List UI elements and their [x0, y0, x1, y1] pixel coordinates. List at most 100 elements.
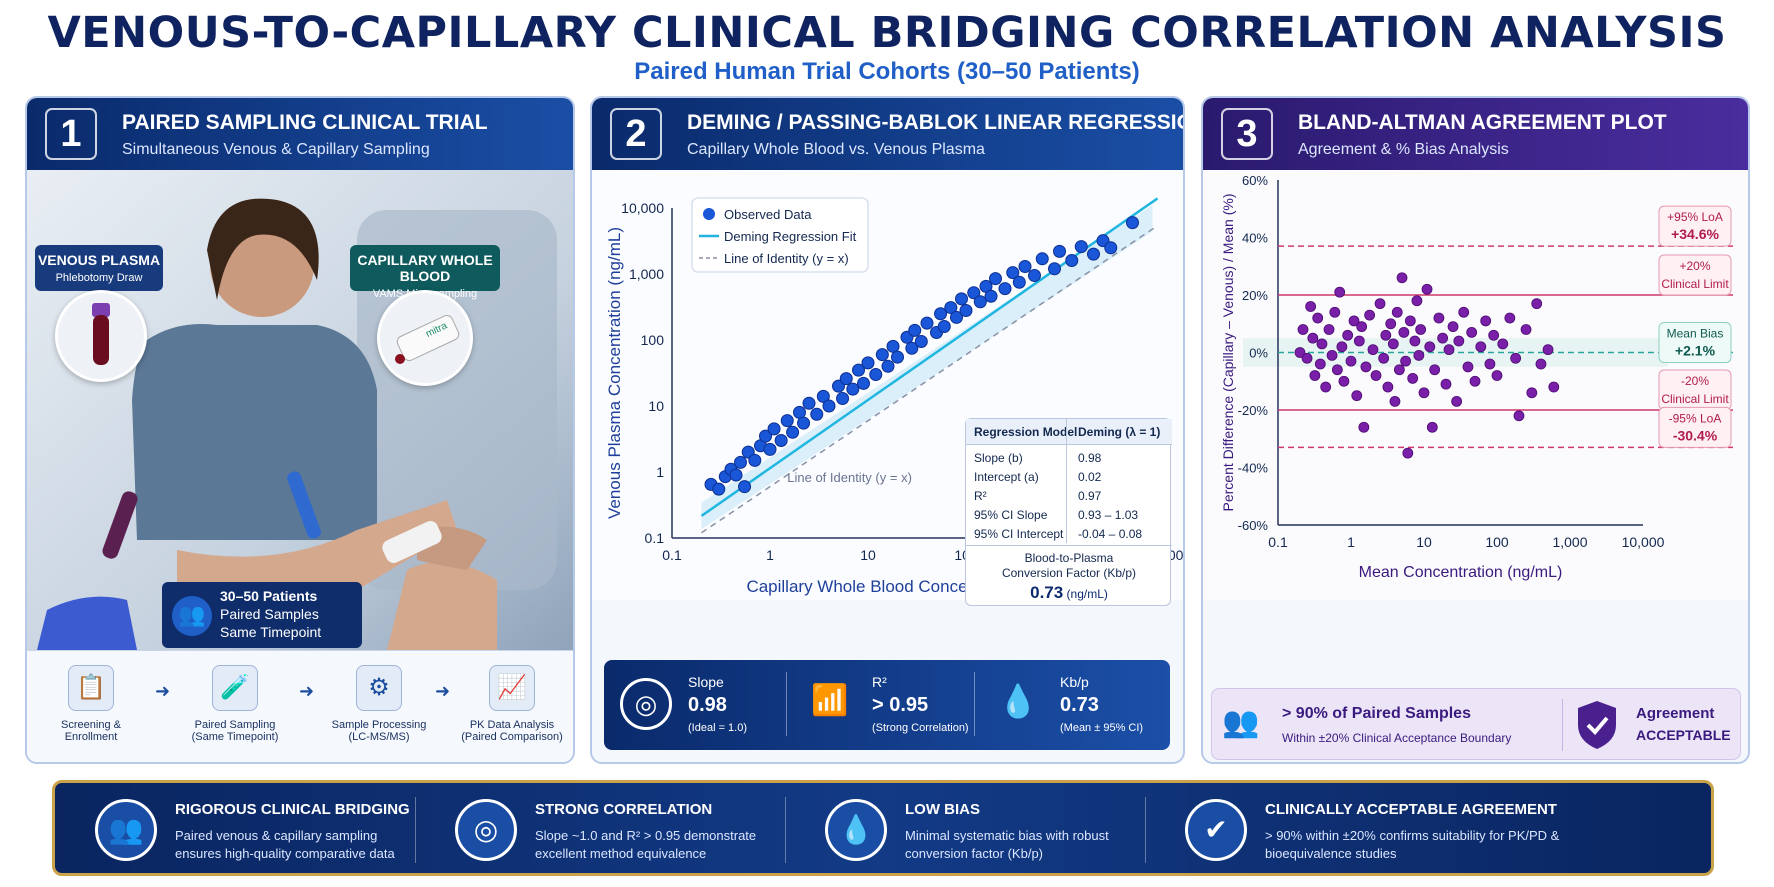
- data-point: [738, 480, 752, 494]
- x-tick-label: 0.1: [1268, 534, 1288, 550]
- data-point: [937, 320, 951, 334]
- data-point: [1356, 321, 1368, 333]
- data-point: [1380, 329, 1392, 341]
- data-point: [1074, 240, 1088, 254]
- data-point: [1424, 341, 1436, 353]
- data-point: [1307, 332, 1319, 344]
- stat-value: 0.73: [1060, 694, 1099, 716]
- stat-label: Kb/p: [1060, 674, 1089, 690]
- y-tick-label: 0%: [1249, 346, 1268, 361]
- reference-label-value: Clinical Limit: [1661, 392, 1729, 406]
- data-point: [780, 414, 794, 428]
- capillary-tag-title: CAPILLARY WHOLE BLOOD: [357, 252, 493, 284]
- data-point: [810, 407, 824, 421]
- blood-tube-inset: [55, 290, 147, 382]
- data-point: [831, 379, 845, 393]
- panel2-subtitle: Capillary Whole Blood vs. Venous Plasma: [687, 141, 985, 158]
- regression-confidence-band: [701, 205, 1153, 530]
- conversion-unit: (ng/mL): [1066, 587, 1108, 601]
- panel3-number: 3: [1221, 108, 1273, 160]
- data-point: [1411, 295, 1423, 307]
- shield-check-icon: [1574, 699, 1620, 751]
- people-icon: 👥: [172, 596, 212, 636]
- data-point: [1484, 358, 1496, 370]
- data-point: [1053, 244, 1067, 258]
- data-point: [869, 368, 883, 382]
- table-row-value: 0.93 – 1.03: [1078, 508, 1139, 522]
- x-tick-label: 0.1: [662, 547, 682, 563]
- panel1-title: PAIRED SAMPLING CLINICAL TRIAL: [122, 111, 488, 134]
- data-point: [1012, 275, 1026, 289]
- data-point: [1437, 332, 1449, 344]
- panel2-number: 2: [610, 108, 662, 160]
- monitor-chart-icon: 📈: [489, 665, 535, 711]
- data-point: [1418, 387, 1430, 399]
- agreement-summary: 👥 > 90% of Paired Samples Within ±20% Cl…: [1211, 688, 1741, 760]
- data-point: [1520, 324, 1532, 335]
- data-point: [1447, 321, 1459, 333]
- people-icon: 👥: [1222, 706, 1260, 739]
- target-icon: ◎: [455, 799, 517, 861]
- data-point: [1353, 335, 1365, 347]
- data-point: [1421, 283, 1433, 295]
- venous-tag-sub: Phlebotomy Draw: [55, 272, 143, 284]
- data-point: [998, 282, 1012, 296]
- table-divider: [1066, 419, 1067, 543]
- workflow-step-screening: 📋 Screening & Enrollment: [31, 665, 151, 743]
- legend-label-fit: Deming Regression Fit: [724, 229, 857, 244]
- data-point: [733, 455, 747, 469]
- data-point: [1415, 324, 1427, 335]
- banner-desc: Minimal systematic bias with robust conv…: [905, 828, 1109, 861]
- data-point: [1404, 315, 1416, 327]
- patients-line1: 30–50 Patients: [220, 588, 318, 604]
- reference-label-box: [1658, 406, 1732, 448]
- banner-title: STRONG CORRELATION: [535, 801, 713, 818]
- data-point: [1413, 349, 1425, 361]
- bland-altman-chart: 0.1 1 10 100 1,000 10,000 60% 40% 20% 0% -20% -40% -…: [1220, 173, 1733, 581]
- data-point: [816, 389, 830, 403]
- legend-label-identity: Line of Identity (y = x): [724, 251, 849, 266]
- y-tick-label: 10: [648, 398, 664, 414]
- data-point: [729, 468, 743, 482]
- data-point: [767, 422, 781, 436]
- data-point: [1400, 355, 1412, 367]
- data-point: [822, 399, 836, 413]
- data-point: [1433, 312, 1445, 324]
- workflow-step-l1: Paired Sampling: [194, 719, 276, 731]
- x-tick-label: 10,000: [1622, 534, 1665, 550]
- agreement-badge-1: Agreement: [1636, 705, 1715, 722]
- data-point: [759, 429, 773, 443]
- banner-title: RIGOROUS CLINICAL BRIDGING: [175, 801, 410, 818]
- people-icon: 👥: [95, 799, 157, 861]
- data-point: [1334, 286, 1346, 298]
- identity-annotation: Line of Identity (y = x): [787, 470, 912, 485]
- panel-bland-altman: 3 BLAND-ALTMAN AGREEMENT PLOT Agreement …: [1201, 96, 1750, 764]
- data-point: [1320, 381, 1332, 393]
- patients-line2: Paired Samples: [220, 606, 319, 622]
- data-point: [1351, 390, 1363, 402]
- data-point: [852, 363, 866, 377]
- agreement-badge-2: ACCEPTABLE: [1636, 727, 1731, 743]
- data-point: [1382, 381, 1394, 393]
- panel2-header: 2 DEMING / PASSING-BABLOK LINEAR REGRESS…: [592, 98, 1183, 170]
- data-point: [763, 442, 777, 456]
- panel1-header: 1 PAIRED SAMPLING CLINICAL TRIAL Simulta…: [27, 98, 573, 170]
- y-tick-label: 40%: [1242, 231, 1268, 246]
- banner-divider: [415, 797, 416, 863]
- data-point: [914, 334, 928, 348]
- data-point: [984, 289, 998, 303]
- data-point: [1453, 335, 1465, 347]
- data-point: [774, 434, 788, 448]
- table-row-label: 95% CI Slope: [974, 508, 1048, 522]
- data-point: [1391, 306, 1403, 318]
- workflow-step-l1: Screening &: [61, 719, 121, 731]
- data-point: [1125, 216, 1139, 230]
- patients-badge: 👥 30–50 Patients Paired Samples Same Tim…: [162, 582, 362, 648]
- data-point: [905, 341, 919, 355]
- data-point: [1006, 266, 1020, 280]
- data-point: [1402, 447, 1414, 459]
- venous-tag-title: VENOUS PLASMA: [37, 252, 161, 268]
- y-tick-label: 100: [641, 332, 665, 348]
- y-tick-label: 60%: [1242, 173, 1268, 188]
- data-point: [802, 396, 816, 410]
